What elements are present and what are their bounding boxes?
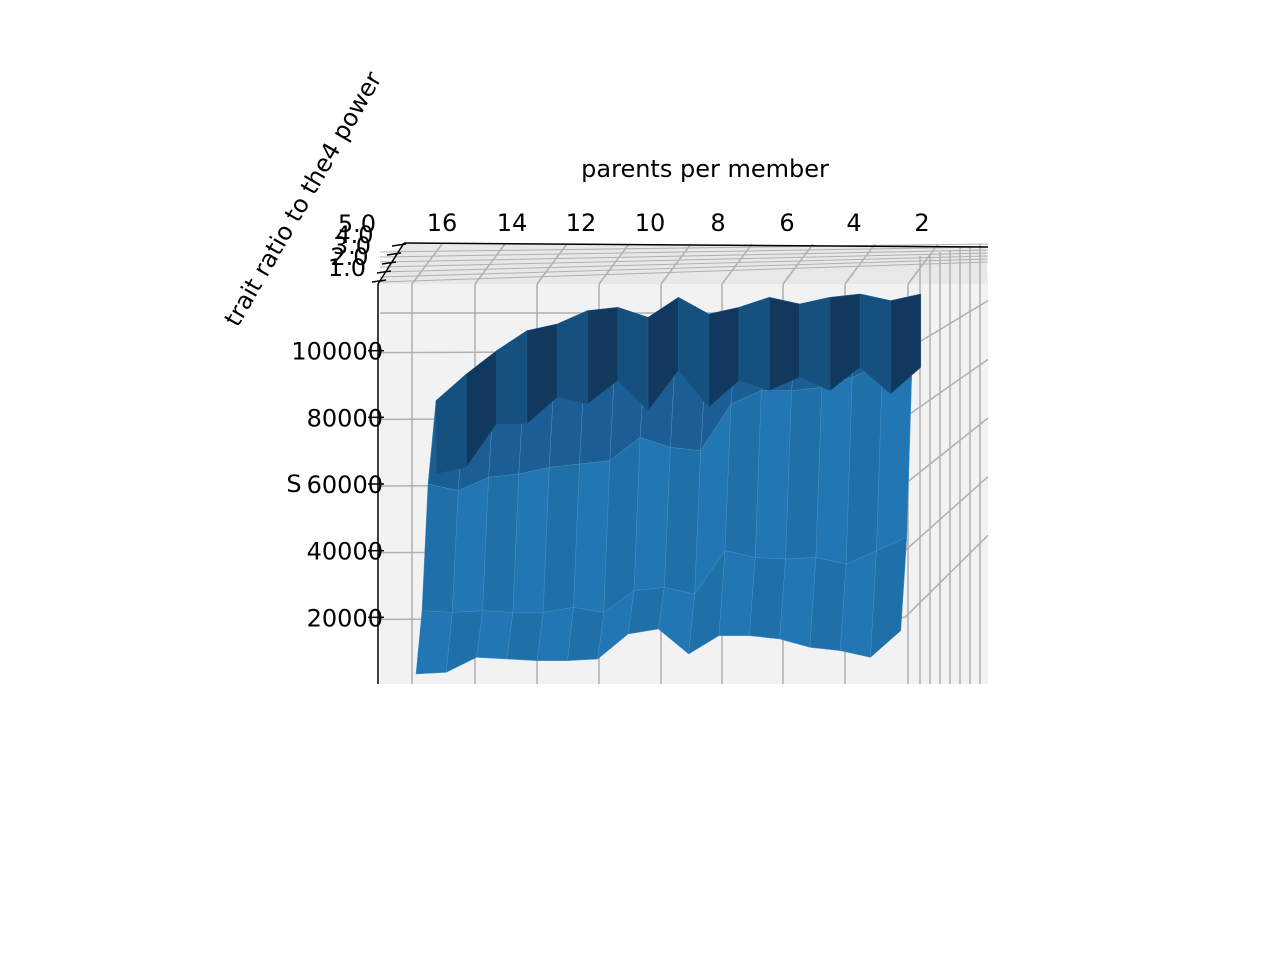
x-tick-label: 16 xyxy=(427,209,458,237)
z-axis-label: S xyxy=(286,470,301,498)
surface-facet xyxy=(785,387,823,560)
z-grid-line-side xyxy=(904,476,989,552)
y-tick-label: 1.0 xyxy=(328,254,366,282)
z-tick-label: 60000 xyxy=(307,471,383,499)
surface-facet xyxy=(718,550,756,636)
y-tick-label: 3.0 xyxy=(333,232,371,260)
y-grid-line-top xyxy=(379,261,989,283)
y-grid-line-top xyxy=(379,252,989,268)
y-grid-line-top xyxy=(379,255,989,273)
x-axis-label: parents per member xyxy=(581,155,829,183)
surface-facet xyxy=(664,447,701,595)
y-tick-mark xyxy=(376,270,392,274)
surface-facet xyxy=(724,390,762,558)
y-tick-label: 4.0 xyxy=(335,221,373,249)
z-tick-label: 100000 xyxy=(291,338,383,366)
surface-facet xyxy=(506,612,544,661)
y-grid-line-top xyxy=(379,243,989,253)
y-axis-line xyxy=(377,242,405,285)
tick-labels: 16 14 12 10 8 6 4 2 20000 40000 60000 80000 100000 1.… xyxy=(291,209,929,632)
surface-facet xyxy=(809,557,847,651)
surface-ridge-facet xyxy=(556,310,588,405)
surface-facet xyxy=(421,483,459,613)
surface-ridge-facet xyxy=(738,296,770,392)
y-tick-mark xyxy=(371,279,387,283)
y-grid-line-top xyxy=(379,246,989,258)
z-tick-label: 20000 xyxy=(307,604,383,632)
x-tick-label: 8 xyxy=(710,209,725,237)
x-grid-line-top xyxy=(536,243,568,285)
surface-facet xyxy=(815,376,853,565)
x-tick-label: 14 xyxy=(497,209,528,237)
y-tick-label: 2.0 xyxy=(330,243,368,271)
y-tick-mark xyxy=(381,261,397,265)
z-grid-line-side xyxy=(904,358,989,418)
surface-facet xyxy=(512,467,550,613)
x-tick-label: 4 xyxy=(846,209,861,237)
surface-ridge-facet xyxy=(769,297,800,392)
surface-facet xyxy=(749,557,786,640)
x-tick-label: 12 xyxy=(566,209,597,237)
surface-facet xyxy=(573,460,611,613)
x-grid-line-top xyxy=(782,243,814,285)
z-tick-label: 80000 xyxy=(307,404,383,432)
y-tick-mark xyxy=(391,243,407,247)
surface-facet xyxy=(567,607,605,661)
y-grid-line-top xyxy=(379,258,989,278)
axis-lines xyxy=(368,242,989,684)
surface-mesh xyxy=(415,293,922,675)
x-grid-line-top xyxy=(411,243,443,285)
surface-facet xyxy=(482,473,520,613)
x-grid-line-top xyxy=(598,243,630,285)
x-tick-label: 6 xyxy=(779,209,794,237)
y-tick-mark xyxy=(386,252,402,256)
surface-facet xyxy=(755,390,792,560)
z-tick-label: 40000 xyxy=(307,538,383,566)
surface-facet xyxy=(779,557,817,648)
z-grid-line-side xyxy=(904,534,989,618)
surface-ridge-facet xyxy=(890,293,922,395)
surface-ridge-facet xyxy=(799,297,831,392)
surface-facet xyxy=(536,607,574,661)
surface-facet xyxy=(633,436,671,591)
surface-facet xyxy=(452,476,489,613)
x-axis-line xyxy=(403,242,989,248)
y-grid-line-top xyxy=(379,249,989,263)
surface-facet xyxy=(476,610,514,660)
x-tick-label: 2 xyxy=(914,209,929,237)
x-tick-label: 10 xyxy=(635,209,666,237)
x-grid-line-top xyxy=(844,243,876,285)
y-tick-label: 5.0 xyxy=(338,210,376,238)
z-grid-line-side xyxy=(904,417,989,485)
y-axis-label: trait ratio to the4 power xyxy=(219,67,388,331)
